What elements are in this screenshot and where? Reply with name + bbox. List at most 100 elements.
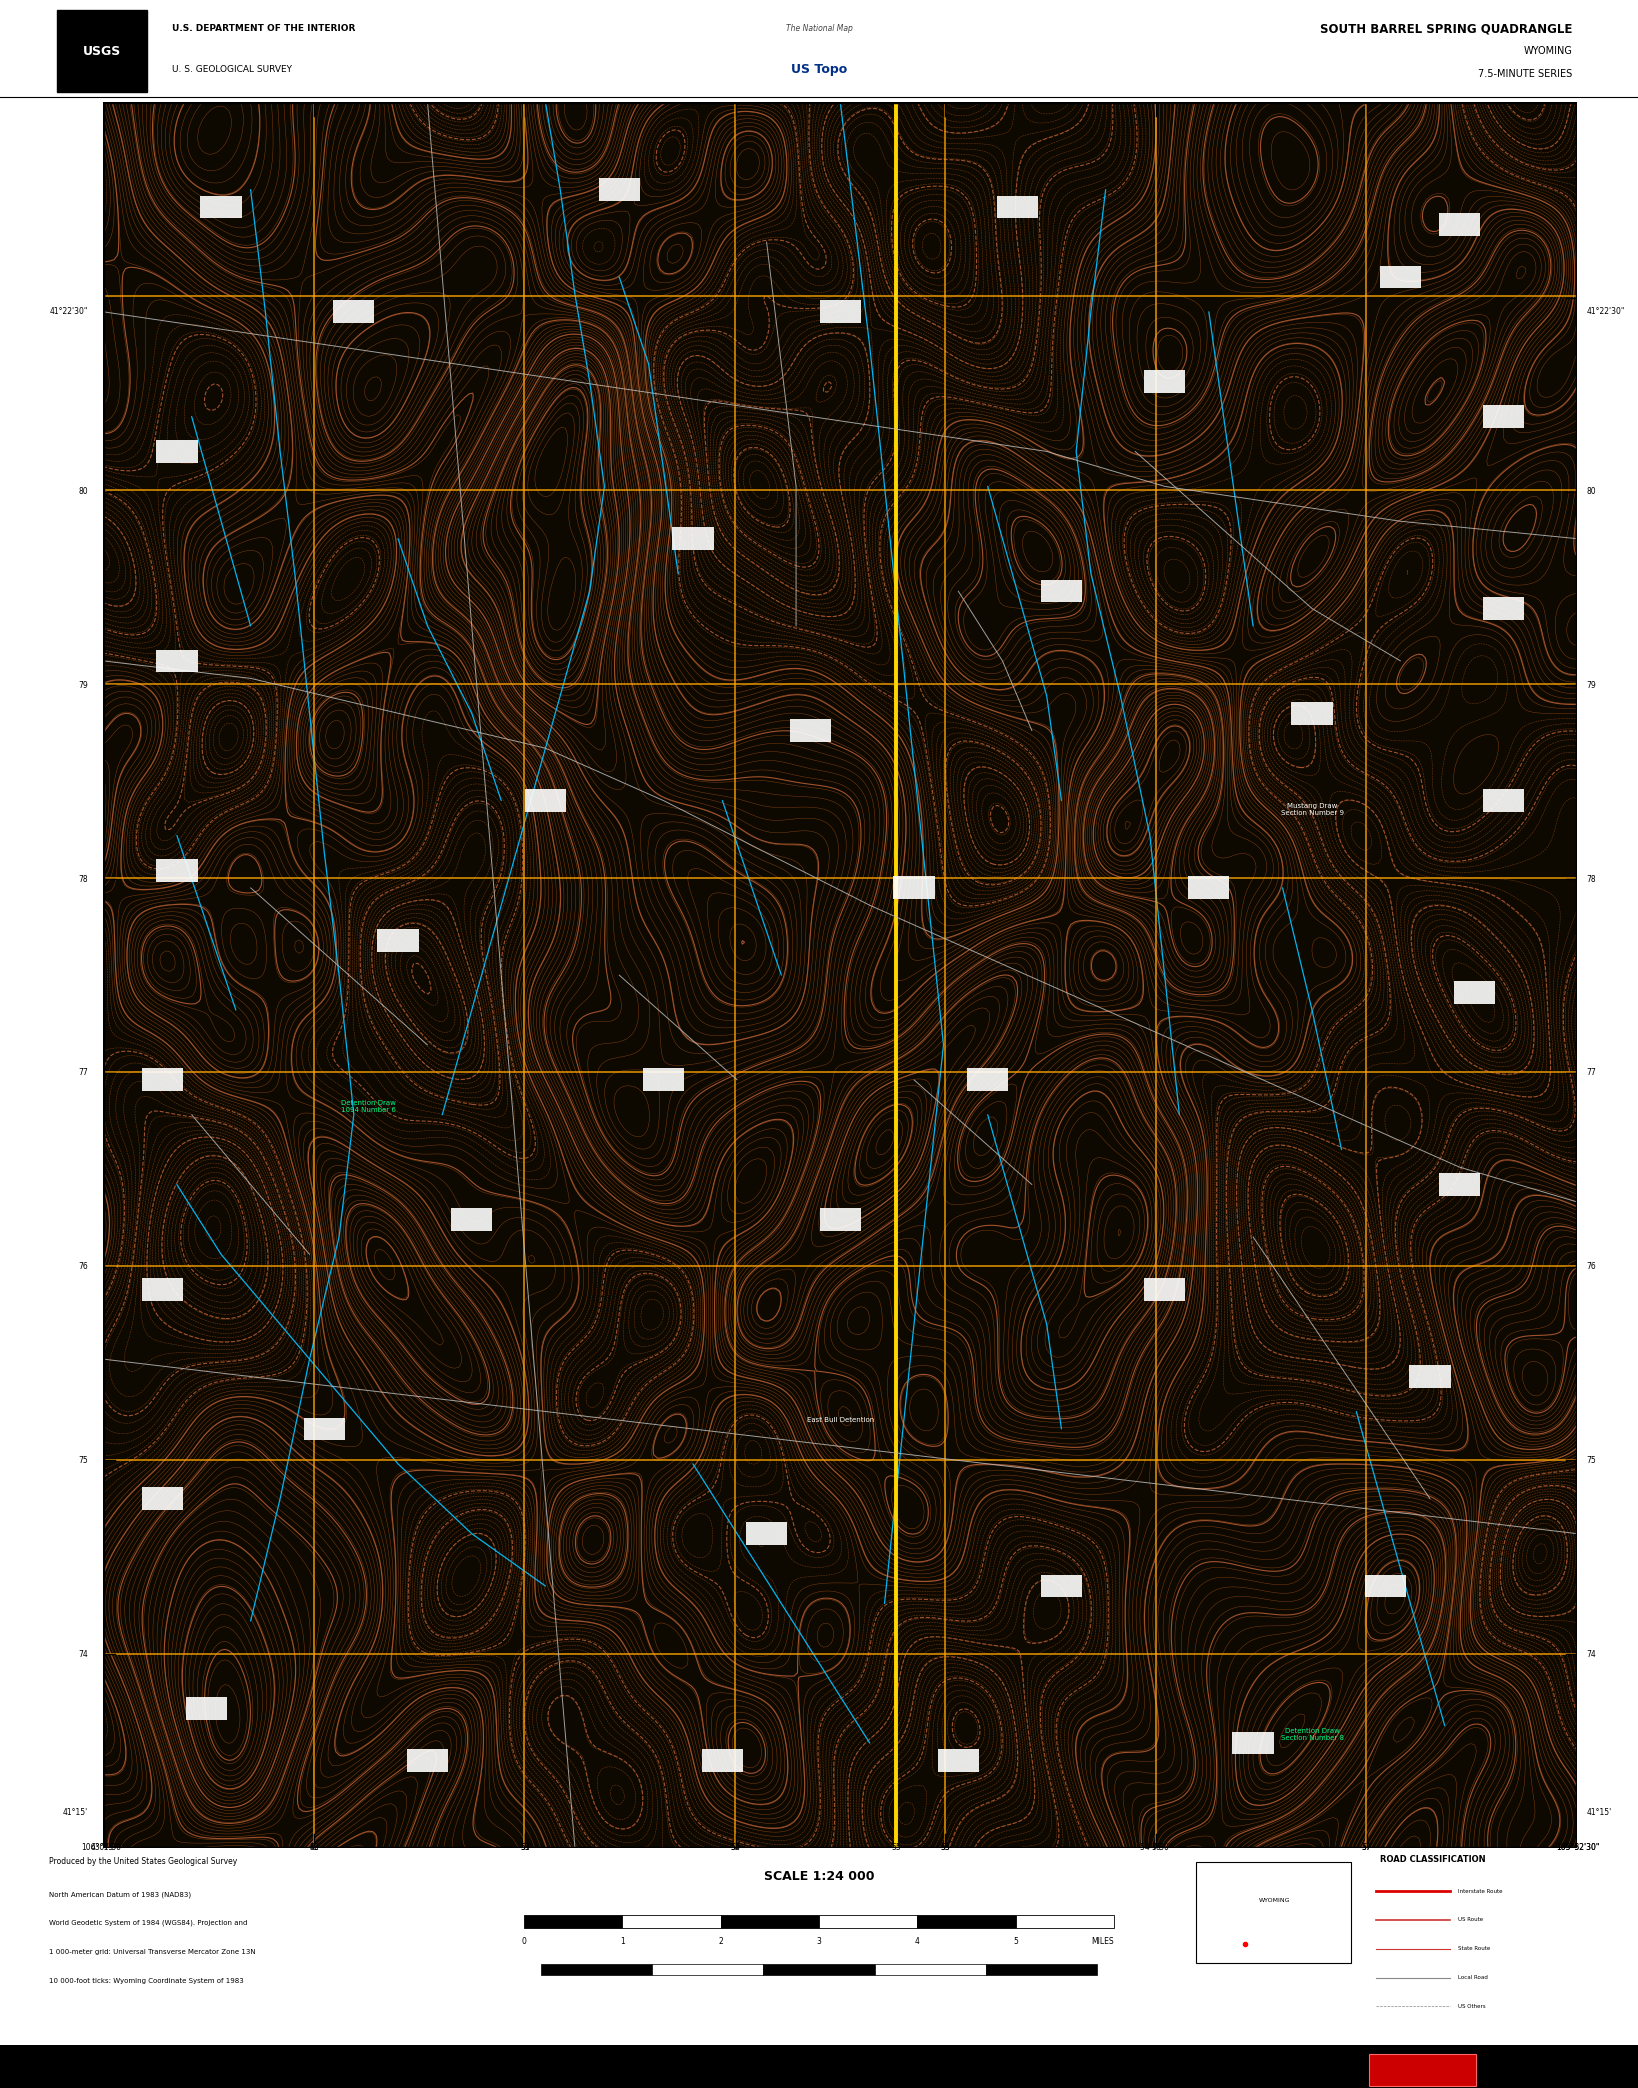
Bar xyxy=(1016,1915,1114,1929)
Text: 4: 4 xyxy=(916,1938,919,1946)
FancyBboxPatch shape xyxy=(966,1069,1009,1092)
Text: 80: 80 xyxy=(1587,487,1595,497)
FancyBboxPatch shape xyxy=(141,1278,183,1301)
Text: 56: 56 xyxy=(1152,1844,1161,1852)
FancyBboxPatch shape xyxy=(303,1418,346,1441)
FancyBboxPatch shape xyxy=(377,929,419,952)
Text: 57: 57 xyxy=(1361,1844,1371,1852)
Text: 41°15': 41°15' xyxy=(62,1808,88,1817)
Bar xyxy=(986,1963,1097,1975)
Text: 10 000-foot ticks: Wyoming Coordinate System of 1983: 10 000-foot ticks: Wyoming Coordinate Sy… xyxy=(49,1977,244,1984)
Text: MILES: MILES xyxy=(1091,1938,1114,1946)
FancyBboxPatch shape xyxy=(1143,370,1186,393)
Text: WYOMING: WYOMING xyxy=(1523,46,1572,56)
FancyBboxPatch shape xyxy=(1040,1574,1083,1597)
Text: Mustang Draw
Section Number 9: Mustang Draw Section Number 9 xyxy=(1281,802,1343,816)
FancyBboxPatch shape xyxy=(790,720,832,741)
FancyBboxPatch shape xyxy=(156,858,198,881)
Text: 74: 74 xyxy=(1587,1650,1597,1658)
Text: Detention Draw
1094 Number 6: Detention Draw 1094 Number 6 xyxy=(341,1100,396,1113)
Text: 2: 2 xyxy=(719,1938,722,1946)
FancyBboxPatch shape xyxy=(1379,265,1422,288)
Text: State Route: State Route xyxy=(1458,1946,1491,1950)
FancyBboxPatch shape xyxy=(672,528,714,549)
Text: US Topo: US Topo xyxy=(791,63,847,75)
FancyBboxPatch shape xyxy=(333,301,375,324)
Bar xyxy=(763,1963,875,1975)
Text: 78: 78 xyxy=(1587,875,1595,883)
Bar xyxy=(1369,2055,1476,2086)
Bar xyxy=(0,2044,1638,2088)
Text: USGS: USGS xyxy=(84,44,121,58)
Text: 41°22'30": 41°22'30" xyxy=(49,307,88,315)
Bar xyxy=(524,1915,622,1929)
FancyBboxPatch shape xyxy=(996,196,1038,219)
FancyBboxPatch shape xyxy=(524,789,567,812)
FancyBboxPatch shape xyxy=(819,301,862,324)
FancyBboxPatch shape xyxy=(1040,580,1083,603)
FancyBboxPatch shape xyxy=(141,1487,183,1510)
Text: 52: 52 xyxy=(731,1844,740,1852)
Text: 54 7'30": 54 7'30" xyxy=(1140,1844,1171,1852)
Text: 75: 75 xyxy=(1587,1455,1597,1466)
Text: 106°07'30": 106°07'30" xyxy=(82,1844,124,1852)
Text: 74: 74 xyxy=(79,1650,88,1658)
Text: 57: 57 xyxy=(1361,1844,1371,1852)
Text: 41°22'30": 41°22'30" xyxy=(1587,307,1625,315)
FancyBboxPatch shape xyxy=(1188,877,1230,900)
Text: The National Map: The National Map xyxy=(786,25,852,33)
Text: 105°52'30": 105°52'30" xyxy=(1556,1844,1599,1852)
Text: 1: 1 xyxy=(621,1938,624,1946)
Bar xyxy=(721,1915,819,1929)
Text: 79: 79 xyxy=(79,681,88,689)
Bar xyxy=(652,1963,763,1975)
Text: 55: 55 xyxy=(940,1844,950,1852)
FancyBboxPatch shape xyxy=(156,649,198,672)
Text: Local Road: Local Road xyxy=(1458,1975,1487,1979)
FancyBboxPatch shape xyxy=(937,1750,980,1773)
FancyBboxPatch shape xyxy=(701,1750,744,1773)
FancyBboxPatch shape xyxy=(141,1069,183,1092)
Text: 54: 54 xyxy=(731,1844,740,1852)
Text: SOUTH BARREL SPRING QUADRANGLE: SOUTH BARREL SPRING QUADRANGLE xyxy=(1320,23,1572,35)
Text: 55: 55 xyxy=(891,1844,901,1852)
FancyBboxPatch shape xyxy=(450,1209,493,1230)
Bar xyxy=(57,10,147,92)
Text: 43°15': 43°15' xyxy=(90,1844,116,1852)
FancyBboxPatch shape xyxy=(185,1698,228,1721)
FancyBboxPatch shape xyxy=(598,177,640,200)
Text: 3: 3 xyxy=(817,1938,821,1946)
FancyBboxPatch shape xyxy=(1409,1366,1451,1389)
Text: U.S. DEPARTMENT OF THE INTERIOR: U.S. DEPARTMENT OF THE INTERIOR xyxy=(172,25,355,33)
FancyBboxPatch shape xyxy=(1143,1278,1186,1301)
Text: 1 000-meter grid: Universal Transverse Mercator Zone 13N: 1 000-meter grid: Universal Transverse M… xyxy=(49,1948,256,1954)
FancyBboxPatch shape xyxy=(1232,1731,1274,1754)
Text: 52: 52 xyxy=(310,1844,319,1852)
Text: US Others: US Others xyxy=(1458,2004,1486,2009)
Bar xyxy=(875,1963,986,1975)
FancyBboxPatch shape xyxy=(745,1522,788,1545)
Bar xyxy=(917,1915,1016,1929)
Bar xyxy=(622,1915,721,1929)
FancyBboxPatch shape xyxy=(819,1209,862,1230)
FancyBboxPatch shape xyxy=(1453,981,1495,1004)
Text: 76: 76 xyxy=(1587,1261,1597,1272)
Text: US Route: US Route xyxy=(1458,1917,1482,1923)
Bar xyxy=(819,1915,917,1929)
Text: Interstate Route: Interstate Route xyxy=(1458,1890,1502,1894)
Text: 41°15': 41°15' xyxy=(1587,1808,1612,1817)
Text: SCALE 1:24 000: SCALE 1:24 000 xyxy=(763,1871,875,1883)
FancyBboxPatch shape xyxy=(1482,597,1525,620)
Bar xyxy=(1196,1862,1351,1963)
FancyBboxPatch shape xyxy=(1438,1173,1481,1196)
Text: 105°32'30": 105°32'30" xyxy=(1556,1844,1599,1852)
Text: World Geodetic System of 1984 (WGS84). Projection and: World Geodetic System of 1984 (WGS84). P… xyxy=(49,1921,247,1927)
Text: 75: 75 xyxy=(79,1455,88,1466)
Text: East Bull Detention: East Bull Detention xyxy=(806,1418,875,1424)
FancyBboxPatch shape xyxy=(1364,1574,1407,1597)
FancyBboxPatch shape xyxy=(893,877,935,900)
Text: 5: 5 xyxy=(1014,1938,1017,1946)
Text: U. S. GEOLOGICAL SURVEY: U. S. GEOLOGICAL SURVEY xyxy=(172,65,292,73)
Text: 79: 79 xyxy=(1587,681,1597,689)
FancyBboxPatch shape xyxy=(156,441,198,464)
